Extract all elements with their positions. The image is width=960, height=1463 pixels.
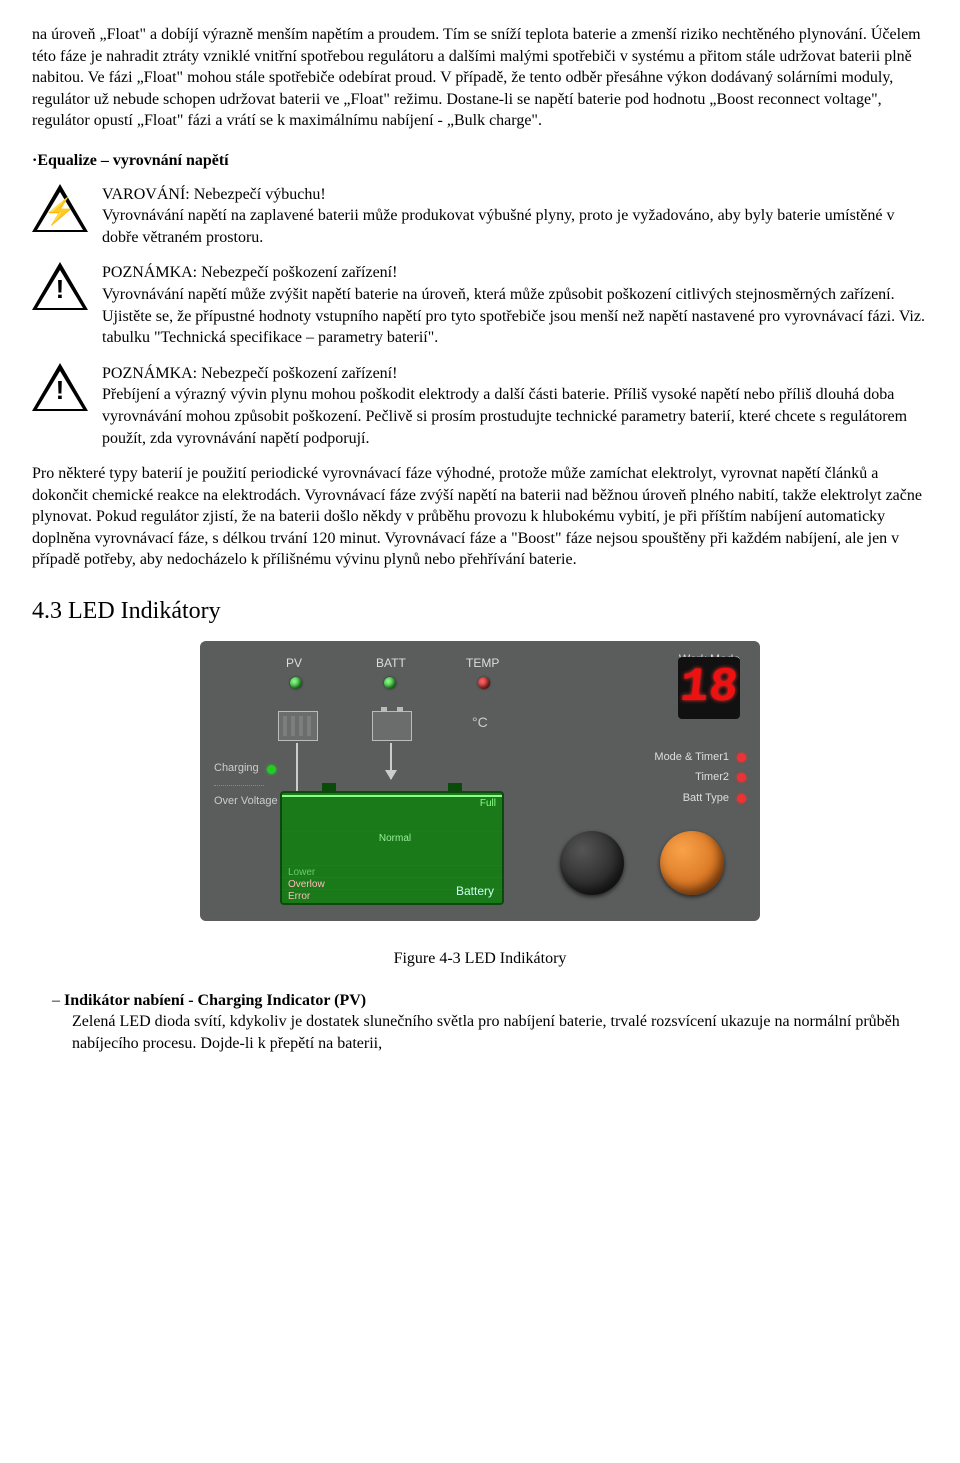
batt-label: BATT bbox=[376, 655, 406, 671]
warning3-head: POZNÁMKA: Nebezpečí poškození zařízení! bbox=[102, 365, 397, 382]
temp-led-icon bbox=[478, 677, 490, 689]
display-digit: 18 bbox=[677, 656, 741, 721]
mode-led-icon bbox=[737, 753, 746, 762]
led-panel-figure: PV BATT TEMP °C Charging Over Voltage Fu… bbox=[32, 641, 928, 928]
warning1-body: Vyrovnávání napětí na zaplavené baterii … bbox=[102, 207, 895, 246]
solar-panel-icon bbox=[278, 711, 318, 741]
warning2-head: POZNÁMKA: Nebezpečí poškození zařízení! bbox=[102, 264, 397, 281]
list-item: Indikátor nabíení - Charging Indicator (… bbox=[72, 990, 928, 1055]
temp-label: TEMP bbox=[466, 655, 499, 671]
intro-paragraph: na úroveň „Float" a dobíjí výrazně menší… bbox=[32, 24, 928, 132]
list-item-body: Zelená LED dioda svítí, kdykoliv je dost… bbox=[72, 1013, 900, 1052]
warning2-body: Vyrovnávání napětí může zvýšit napětí ba… bbox=[102, 286, 925, 346]
warning-exclaim-icon: ! bbox=[32, 262, 88, 312]
batt-led-icon bbox=[384, 677, 396, 689]
warning-block-damage-2: ! POZNÁMKA: Nebezpečí poškození zařízení… bbox=[102, 363, 928, 449]
device-panel: PV BATT TEMP °C Charging Over Voltage Fu… bbox=[200, 641, 760, 921]
equalize-heading: ·Equalize – vyrovnání napětí bbox=[32, 150, 928, 172]
arrow-down-icon bbox=[390, 743, 392, 779]
timer2-led-icon bbox=[737, 773, 746, 782]
warning-block-damage-1: ! POZNÁMKA: Nebezpečí poškození zařízení… bbox=[102, 262, 928, 348]
warning-lightning-icon: ⚡ bbox=[32, 184, 88, 234]
set-button[interactable] bbox=[660, 831, 724, 895]
workmode-panel: Work Mode 18 Mode & Timer1 Timer2 Batt T… bbox=[546, 651, 746, 811]
warning1-head: VAROVÁNÍ: Nebezpečí výbuchu! bbox=[102, 186, 326, 203]
seven-segment-display: 18 bbox=[678, 657, 740, 719]
figure-caption: Figure 4-3 LED Indikátory bbox=[32, 948, 928, 970]
equalize-paragraph: Pro některé typy baterií je použití peri… bbox=[32, 463, 928, 571]
battery-small-icon bbox=[372, 711, 412, 741]
pv-label: PV bbox=[286, 655, 302, 671]
warning3-body: Přebíjení a výrazný vývin plynu mohou po… bbox=[102, 386, 907, 446]
warning-exclaim-icon: ! bbox=[32, 363, 88, 413]
batttype-led-icon bbox=[737, 794, 746, 803]
list-item-title: Indikátor nabíení - Charging Indicator (… bbox=[64, 992, 366, 1009]
charging-dot-icon bbox=[267, 765, 276, 774]
indicator-list: Indikátor nabíení - Charging Indicator (… bbox=[32, 990, 928, 1055]
led-section-heading: 4.3 LED Indikátory bbox=[32, 595, 928, 627]
temp-unit: °C bbox=[472, 713, 488, 732]
mode-button[interactable] bbox=[560, 831, 624, 895]
warning-block-explosion: ⚡ VAROVÁNÍ: Nebezpečí výbuchu! Vyrovnává… bbox=[102, 184, 928, 249]
battery-diagram: Full Normal Lower Overlow Error Battery bbox=[280, 791, 504, 905]
pv-led-icon bbox=[290, 677, 302, 689]
